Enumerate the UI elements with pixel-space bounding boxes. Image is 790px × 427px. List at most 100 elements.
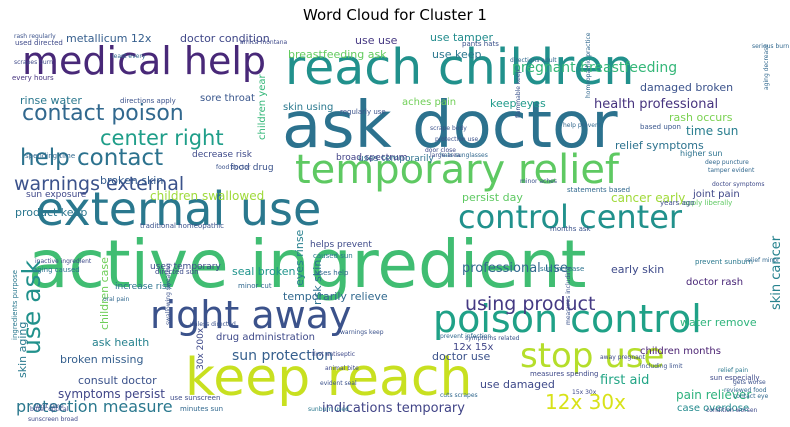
word-higher-sun: higher sun bbox=[680, 149, 723, 158]
word-use-sunscreen: use sunscreen bbox=[170, 394, 220, 402]
word-12x-30x: 12x 30x bbox=[545, 390, 626, 414]
word-ask-health: ask health bbox=[92, 336, 149, 349]
word-regularly-use: regularly use bbox=[340, 108, 386, 116]
word-aging-caused: aging caused bbox=[33, 266, 80, 274]
word-protection-measure: protection measure bbox=[16, 397, 173, 416]
word-broken-skin: broken skin bbox=[100, 174, 163, 187]
word-inactive-ingredient: inactive ingredient bbox=[35, 258, 92, 265]
word-professional-use: professional use bbox=[462, 261, 568, 276]
word-temporary-relief: temporary relief bbox=[295, 147, 620, 193]
word-sun-increase: sun increase bbox=[540, 265, 584, 273]
word-contact-poison: contact poison bbox=[22, 101, 184, 126]
word-first-aid: first aid bbox=[600, 373, 649, 388]
word-pregnant-breastfeeding: pregnant breastfeeding bbox=[512, 60, 677, 76]
word-keep-reach: keep reach bbox=[185, 348, 472, 408]
word-directions-apply: directions apply bbox=[120, 97, 176, 105]
word-early-skin: early skin bbox=[611, 263, 664, 276]
word-keep-eyes: keep eyes bbox=[490, 97, 546, 110]
word-eyes-rinse: eyes rinse bbox=[293, 229, 306, 286]
word-skin-cancer: skin cancer bbox=[769, 235, 784, 310]
word-away-pregnant: away pregnant bbox=[600, 354, 646, 361]
word-swallowing-sweating: swallowing sweating bbox=[165, 263, 172, 325]
word-measures-including: measures including bbox=[565, 266, 572, 325]
word-seal-broken: seal broken bbox=[232, 265, 296, 278]
word-oral-pain: oral pain bbox=[103, 296, 130, 303]
word-sun-especially: sun especially bbox=[710, 374, 760, 382]
word-relief-symptoms: relief symptoms bbox=[615, 139, 704, 152]
word-time-sun: time sun bbox=[686, 124, 738, 138]
word-help-prevent: help prevent bbox=[563, 122, 602, 129]
word-unless-directed: unless directed bbox=[190, 321, 236, 328]
word-rash-regularly: rash regularly bbox=[14, 33, 56, 40]
word-animal-bite: animal bite bbox=[325, 365, 359, 372]
word-large-area: large area bbox=[430, 152, 461, 159]
word-rash-occurs: rash occurs bbox=[669, 111, 733, 124]
word-months-ask: months ask bbox=[550, 225, 592, 233]
word-symptoms-persist: symptoms persist bbox=[58, 387, 165, 401]
word-poison-control: poison control bbox=[433, 297, 702, 341]
word-15x-30x: 15x 30x bbox=[572, 389, 597, 396]
word-use-ask: use ask bbox=[17, 259, 46, 355]
word-metallicum-12x: metallicum 12x bbox=[66, 32, 152, 45]
word-breastfeeding-ask: breastfeeding ask bbox=[288, 48, 387, 61]
word-scrape-body: scrape body bbox=[430, 125, 467, 132]
word-prevent-sunburn: prevent sunburn bbox=[695, 258, 753, 266]
word-relief-minor: relief minor bbox=[745, 257, 780, 264]
word-deep-puncture: deep puncture bbox=[705, 159, 749, 166]
word-children-case: children case bbox=[98, 257, 111, 330]
word-years-ago: years ago bbox=[660, 199, 695, 207]
word-use-tamper: use tamper bbox=[430, 31, 493, 44]
word-cancer-early: cancer early bbox=[611, 191, 685, 205]
word-tamper-evident: tamper evident bbox=[708, 167, 755, 174]
word-water-remove: water remove bbox=[680, 316, 757, 329]
word-symptoms-related: symptoms related bbox=[465, 335, 520, 342]
word-active-ingredient: active ingredient bbox=[28, 226, 587, 303]
word-consult-doctor: consult doctor bbox=[78, 374, 157, 387]
word-using-product: using product bbox=[465, 293, 595, 315]
word-contact-eye: contact eye bbox=[733, 393, 769, 400]
word-children-swallowed: children swallowed bbox=[150, 189, 264, 203]
word-indications-temporary: indications temporary bbox=[322, 401, 465, 416]
word-control-center: control center bbox=[458, 198, 683, 236]
word-external-use: external use bbox=[36, 182, 321, 236]
word-least-every: least every bbox=[112, 53, 146, 60]
word-aging-decrease: aging decrease bbox=[763, 44, 770, 90]
word-use-keep: use keep bbox=[432, 48, 481, 61]
word-risk-skin: risk skin bbox=[311, 260, 324, 305]
word-spending-time: spending time bbox=[25, 152, 75, 160]
word-traditional-homeopathic: traditional homeopathic bbox=[140, 222, 224, 230]
word-food-doctor: food doctor bbox=[216, 164, 251, 171]
word-skin-using: skin using bbox=[283, 102, 333, 113]
word-right-away: right away bbox=[150, 293, 352, 337]
word-minor-aches: minor aches bbox=[520, 178, 557, 185]
word-apply-liberally: apply liberally bbox=[683, 199, 732, 207]
word-prevent-infection: prevent infection bbox=[440, 333, 491, 340]
word-including-limit: including limit bbox=[640, 363, 683, 370]
word-children-months: children months bbox=[640, 346, 721, 357]
word-reach-children: reach children bbox=[285, 39, 634, 96]
word-scrapes-burn: scrapes burn bbox=[14, 59, 53, 66]
word-measures-spending: measures spending bbox=[530, 370, 599, 378]
word-pain-reliever: pain reliever bbox=[676, 388, 751, 402]
word-ingredients-purpose: ingredients purpose bbox=[11, 270, 19, 340]
word-helps-prevent: helps prevent bbox=[310, 240, 372, 250]
word-based-upon: based upon bbox=[640, 123, 681, 131]
word-arnica-montana: arnica montana bbox=[240, 39, 288, 46]
word-rinse-water: rinse water bbox=[20, 94, 82, 107]
word-limit-time: limit time bbox=[35, 403, 64, 410]
word-children-year: children year bbox=[257, 74, 268, 140]
word-temporarily-relieve: temporarily relieve bbox=[283, 290, 388, 303]
word-stop-use: stop use bbox=[520, 336, 664, 376]
word-directions-adult: directions adult bbox=[510, 57, 557, 64]
word-hats-sunglasses: hats sunglasses bbox=[440, 152, 488, 159]
word-reviewed-food: reviewed food bbox=[724, 387, 767, 394]
word-use-damaged: use damaged bbox=[480, 378, 555, 391]
word-caused-sun: caused sun bbox=[313, 252, 353, 260]
word-flammable-keep: flammable keep bbox=[515, 69, 522, 118]
word-every-hours: every hours bbox=[12, 74, 54, 82]
word-broad-spectrum: broad spectrum bbox=[336, 153, 407, 163]
word-first-antiseptic: first antiseptic bbox=[312, 351, 355, 358]
word-skin-aging: skin aging bbox=[16, 322, 29, 378]
word-pants-hats: pants hats bbox=[462, 40, 499, 48]
word-12x-15x: 12x 15x bbox=[453, 342, 494, 353]
